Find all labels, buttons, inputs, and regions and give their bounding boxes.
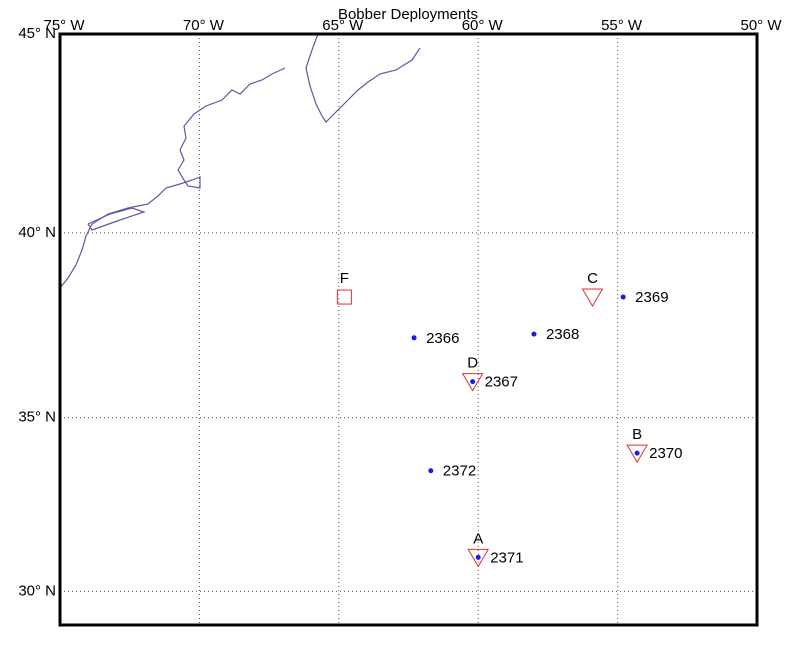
coastline <box>60 34 421 289</box>
x-tick-label: 60° W <box>462 17 504 34</box>
float-point <box>470 379 476 385</box>
float-point <box>634 450 640 456</box>
point-label: 2371 <box>490 549 523 566</box>
float-point <box>428 468 434 474</box>
x-tick-label: 70° W <box>183 17 225 34</box>
x-tick-label: 50° W <box>740 17 782 34</box>
triangle-marker <box>461 373 484 392</box>
coast-long-island <box>87 207 146 231</box>
y-tick-label: 35° N <box>18 409 56 426</box>
marker-label: D <box>467 355 478 372</box>
marker-label: C <box>587 270 598 287</box>
marker-label: A <box>473 530 483 547</box>
point-label: 2367 <box>485 374 518 391</box>
triangle-marker <box>467 548 490 568</box>
point-label: 2366 <box>426 330 459 347</box>
marker-label: B <box>632 426 642 443</box>
y-tick-label: 45° N <box>18 25 56 42</box>
y-tick-label: 40° N <box>18 224 56 241</box>
float-point <box>531 331 537 337</box>
point-label: 2372 <box>443 463 476 480</box>
map-frame <box>58 32 759 627</box>
triangle-marker <box>626 444 648 464</box>
point-label: 2369 <box>635 289 668 306</box>
marker-label: F <box>340 270 349 287</box>
coast-us <box>60 67 286 289</box>
y-tick-label: 30° N <box>18 582 56 599</box>
square-marker <box>336 289 352 305</box>
triangle-marker <box>581 288 604 308</box>
x-tick-label: 65° W <box>322 17 364 34</box>
float-point <box>475 554 481 560</box>
point-label: 2370 <box>649 445 682 462</box>
map-title: Bobber Deployments <box>338 6 478 23</box>
point-label: 2368 <box>546 326 579 343</box>
x-tick-label: 75° W <box>43 17 85 34</box>
coast-nova-scotia <box>305 34 421 123</box>
float-point <box>411 335 417 341</box>
x-tick-label: 55° W <box>601 17 643 34</box>
float-point <box>620 294 626 300</box>
